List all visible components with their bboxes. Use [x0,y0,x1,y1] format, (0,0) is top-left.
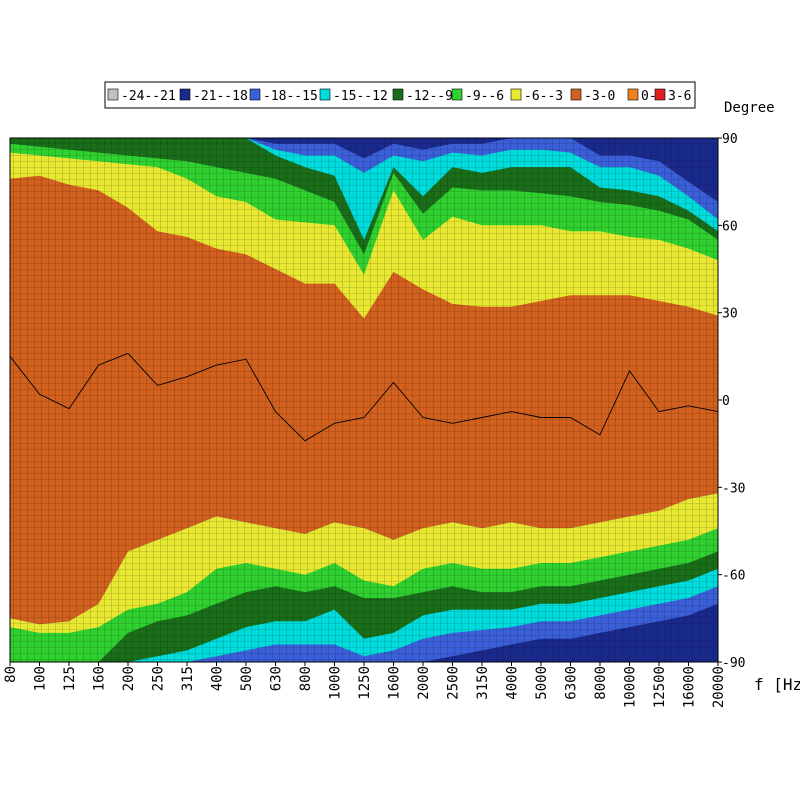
legend-swatch [570,88,582,101]
legend-swatch [654,88,666,101]
legend-swatch [627,88,639,101]
x-tick-label: 800 [298,666,314,691]
x-tick-label: 125 [62,666,78,691]
legend-swatch [510,88,522,101]
x-tick-label: 5000 [534,666,550,700]
x-tick-label: 3150 [475,666,491,700]
legend-label: -15--12 [333,89,388,104]
legend-label: -3-0 [584,89,615,104]
x-tick-label: 10000 [623,666,639,708]
y-tick-label: 0 [722,394,730,409]
legend: -24--21 -21--18 -18--15 -15--12 -12--9 -9--6 -… [104,81,696,109]
grid [10,138,718,662]
legend-swatch [179,88,191,101]
x-tick-label: 630 [269,666,285,691]
plot-area [9,137,719,663]
legend-label: -18--15 [263,89,318,104]
x-tick-label: 2500 [446,666,462,700]
x-tick-label: 16000 [682,666,698,708]
y-tick-label: -90 [722,656,745,671]
legend-label: -21--18 [193,89,248,104]
x-tick-label: 160 [92,666,108,691]
x-tick-label: 200 [121,666,137,691]
x-axis-label: f [Hz] [754,675,800,694]
y-axis-ticks: 90 60 30 0 -30 -60 -90 [718,132,745,671]
legend-swatch [392,88,404,101]
x-tick-label: 250 [151,666,167,691]
legend-label: 3-6 [668,89,691,104]
y-tick-label: -60 [722,569,745,584]
x-tick-label: 400 [210,666,226,691]
x-tick-label: 2000 [416,666,432,700]
legend-label: -12--9 [406,89,453,104]
y-tick-label: 30 [722,307,738,322]
x-tick-label: 1000 [328,666,344,700]
x-tick-label: 315 [180,666,196,691]
legend-swatch [319,88,331,101]
legend-swatch [107,88,119,101]
x-axis-ticks: 80 100 125 160 200 250 315 400 500 630 800 1000 1250… [3,662,727,708]
x-tick-label: 80 [3,666,19,683]
legend-label: -24--21 [121,89,176,104]
x-tick-label: 6300 [564,666,580,700]
x-tick-label: 1250 [357,666,373,700]
legend-swatch [451,88,463,101]
legend-label: -6--3 [524,89,563,104]
x-tick-label: 100 [33,666,49,691]
y-tick-label: 60 [722,219,738,234]
legend-swatch [249,88,261,101]
x-tick-label: 500 [239,666,255,691]
y-axis-label: Degree [724,100,775,116]
y-tick-label: -30 [722,481,745,496]
x-tick-label: 1600 [387,666,403,700]
legend-label: -9--6 [465,89,504,104]
x-tick-label: 20000 [711,666,727,708]
y-tick-label: 90 [722,132,738,147]
x-tick-label: 4000 [505,666,521,700]
x-tick-label: 8000 [593,666,609,700]
x-tick-label: 12500 [652,666,668,708]
